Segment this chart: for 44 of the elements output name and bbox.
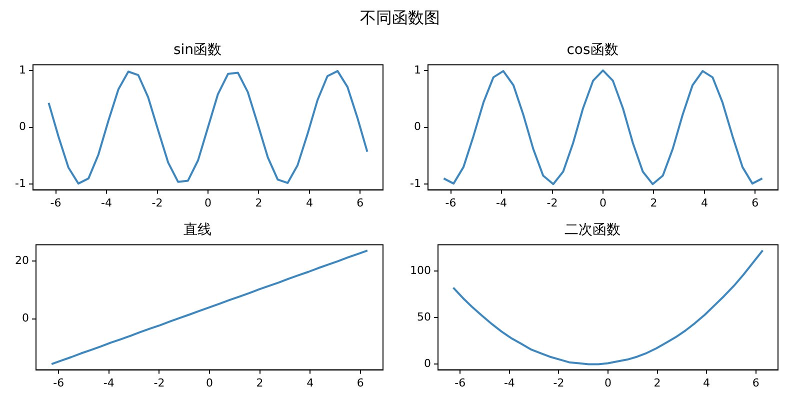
x-tick-label: 6 bbox=[752, 376, 760, 390]
x-tick-label: -6 bbox=[50, 196, 62, 210]
x-tick-label: 0 bbox=[599, 196, 606, 210]
y-tick-label: -1 bbox=[410, 176, 421, 190]
x-tick-label: -4 bbox=[504, 376, 515, 390]
y-tick-label: 100 bbox=[410, 264, 431, 277]
x-tick-label: 6 bbox=[356, 196, 364, 210]
x-tick-label: 0 bbox=[604, 376, 612, 390]
x-tick-label: 2 bbox=[654, 376, 661, 390]
x-tick-label: -6 bbox=[454, 376, 466, 390]
y-tick-label: 1 bbox=[414, 63, 421, 76]
x-tick-label: 4 bbox=[703, 376, 710, 390]
x-tick-label: -2 bbox=[154, 376, 165, 390]
y-tick-label: -1 bbox=[15, 176, 26, 190]
chart-title: 二次函数 bbox=[564, 222, 620, 238]
x-tick-label: -6 bbox=[445, 196, 456, 210]
x-tick-label: 4 bbox=[306, 376, 314, 390]
y-tick-label: 20 bbox=[14, 254, 29, 268]
x-tick-label: 4 bbox=[306, 196, 313, 210]
y-tick-label: 0 bbox=[414, 120, 421, 134]
x-tick-label: 6 bbox=[752, 196, 759, 210]
chart-title: 直线 bbox=[184, 222, 212, 238]
y-tick-label: 50 bbox=[416, 310, 431, 324]
x-tick-label: 2 bbox=[256, 376, 264, 390]
y-tick-label: 0 bbox=[22, 312, 29, 325]
x-tick-label: 2 bbox=[650, 196, 658, 210]
x-tick-label: 6 bbox=[356, 376, 364, 390]
x-tick-label: 2 bbox=[255, 196, 262, 210]
x-tick-label: -2 bbox=[553, 376, 564, 390]
y-tick-label: 1 bbox=[18, 63, 26, 76]
x-tick-label: -4 bbox=[496, 196, 508, 210]
chart-title: sin函数 bbox=[173, 42, 222, 58]
y-tick-label: 0 bbox=[18, 120, 26, 134]
x-tick-label: -2 bbox=[152, 196, 163, 210]
x-tick-label: 0 bbox=[204, 196, 212, 210]
x-tick-label: -4 bbox=[101, 196, 112, 210]
x-tick-label: 0 bbox=[206, 376, 213, 390]
y-tick-label: 0 bbox=[424, 357, 431, 370]
x-tick-label: 4 bbox=[700, 196, 708, 210]
x-tick-label: -2 bbox=[546, 196, 558, 210]
text: 不同函数图 bbox=[360, 8, 440, 27]
x-tick-label: -6 bbox=[53, 376, 64, 390]
x-tick-label: -4 bbox=[103, 376, 114, 390]
chart-title: cos函数 bbox=[566, 42, 618, 58]
